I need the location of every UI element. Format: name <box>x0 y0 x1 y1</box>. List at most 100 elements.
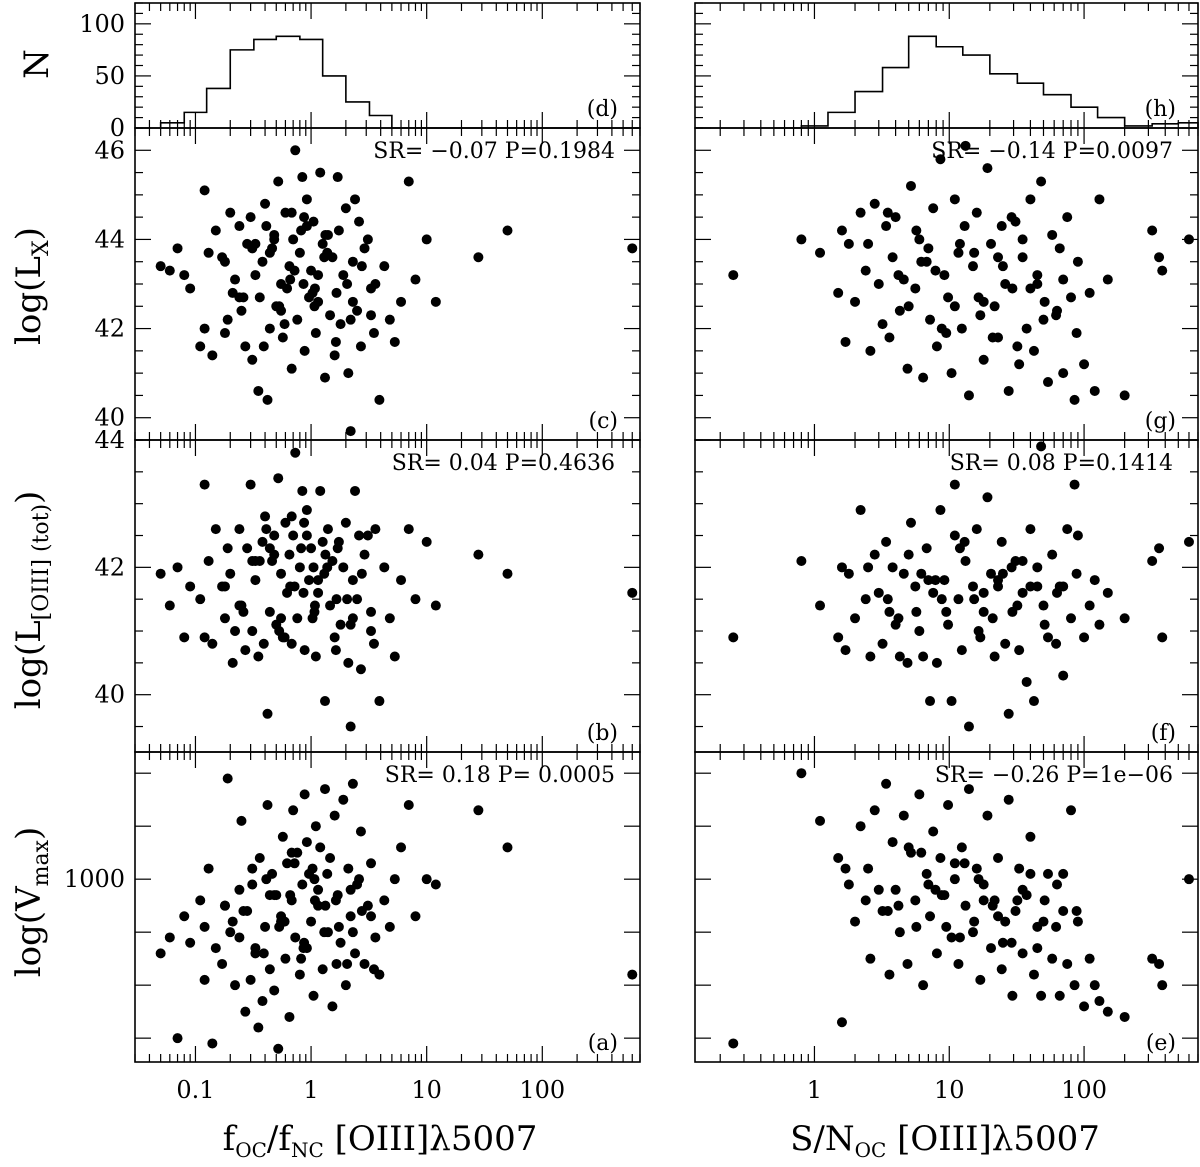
data-point <box>1007 283 1018 294</box>
data-point <box>403 524 414 535</box>
data-point <box>969 247 980 258</box>
data-point <box>1017 252 1028 263</box>
data-point <box>264 964 275 975</box>
data-point <box>258 948 269 959</box>
data-point <box>296 543 307 554</box>
data-point <box>910 895 921 906</box>
data-point <box>410 594 421 605</box>
data-point <box>1047 549 1058 560</box>
data-point <box>301 221 312 232</box>
data-point <box>257 256 268 267</box>
data-point <box>884 332 895 343</box>
panel-label: (f) <box>1151 721 1176 746</box>
data-point <box>1072 256 1083 267</box>
data-point <box>911 606 922 617</box>
data-point <box>313 587 324 598</box>
data-point <box>1012 895 1023 906</box>
data-point <box>728 1038 739 1049</box>
data-point <box>921 868 932 879</box>
data-point <box>317 536 328 547</box>
data-point <box>247 626 258 637</box>
data-point <box>315 167 326 178</box>
data-point <box>890 884 901 895</box>
data-point <box>914 626 925 637</box>
data-point <box>1014 645 1025 656</box>
data-point <box>257 536 268 547</box>
data-point <box>304 575 315 586</box>
data-point <box>1051 921 1062 932</box>
data-point <box>253 1022 264 1033</box>
data-point <box>941 606 952 617</box>
data-point <box>217 958 228 969</box>
data-point <box>379 261 390 272</box>
data-point <box>881 221 892 232</box>
data-point <box>1007 990 1018 1001</box>
data-point <box>430 879 441 890</box>
data-point <box>403 799 414 810</box>
data-point <box>299 345 310 356</box>
data-point <box>954 932 965 943</box>
data-point <box>910 283 921 294</box>
data-point <box>928 587 939 598</box>
data-point <box>905 180 916 191</box>
data-point <box>903 842 914 853</box>
data-point <box>869 549 880 560</box>
data-point <box>333 921 344 932</box>
data-point <box>210 225 221 236</box>
data-point <box>172 243 183 254</box>
x-tick-label: 0.1 <box>176 1076 214 1104</box>
data-point <box>286 847 297 858</box>
data-point <box>930 884 941 895</box>
data-point <box>389 336 400 347</box>
data-point <box>309 606 320 617</box>
y-label-lx-sub: X <box>29 240 54 256</box>
data-point <box>1025 524 1036 535</box>
data-point <box>928 826 939 837</box>
data-point <box>234 932 245 943</box>
data-point <box>989 651 1000 662</box>
data-point <box>292 613 303 624</box>
data-point <box>322 868 333 879</box>
data-point <box>356 261 367 272</box>
data-point <box>374 394 385 405</box>
data-point <box>298 279 309 289</box>
data-point <box>996 964 1007 975</box>
data-point <box>1036 990 1047 1001</box>
data-point <box>943 292 954 303</box>
x-label-left-tail: [OIII]λ5007 <box>324 1119 538 1159</box>
data-point <box>1071 905 1082 916</box>
data-point <box>843 879 854 890</box>
data-point <box>925 911 936 922</box>
data-point <box>362 234 373 245</box>
data-point <box>943 619 954 630</box>
y-tick-label: 44 <box>94 426 125 454</box>
data-point <box>1119 613 1130 624</box>
data-point <box>264 890 275 901</box>
data-point <box>869 805 880 816</box>
data-point <box>250 270 261 281</box>
data-point <box>843 238 854 249</box>
data-point <box>1003 794 1014 805</box>
data-point <box>286 363 297 374</box>
data-point <box>833 852 844 863</box>
data-point <box>262 799 273 810</box>
data-point <box>1058 868 1069 879</box>
panel-g: SR= −0.14 P=0.0097 (g) <box>694 127 1199 441</box>
data-point <box>881 778 892 789</box>
data-point <box>286 207 297 218</box>
data-point <box>355 664 366 675</box>
data-point <box>356 905 367 916</box>
data-point <box>978 895 989 906</box>
data-point <box>297 879 308 890</box>
data-point <box>227 657 238 668</box>
data-point <box>366 606 377 617</box>
data-point <box>850 916 861 927</box>
data-point <box>993 252 1004 263</box>
data-point <box>292 314 303 325</box>
x-tick-label: 100 <box>1061 1076 1107 1104</box>
data-point <box>918 980 929 991</box>
histogram-step <box>773 35 1199 129</box>
data-point <box>247 243 258 254</box>
data-point <box>343 657 354 668</box>
